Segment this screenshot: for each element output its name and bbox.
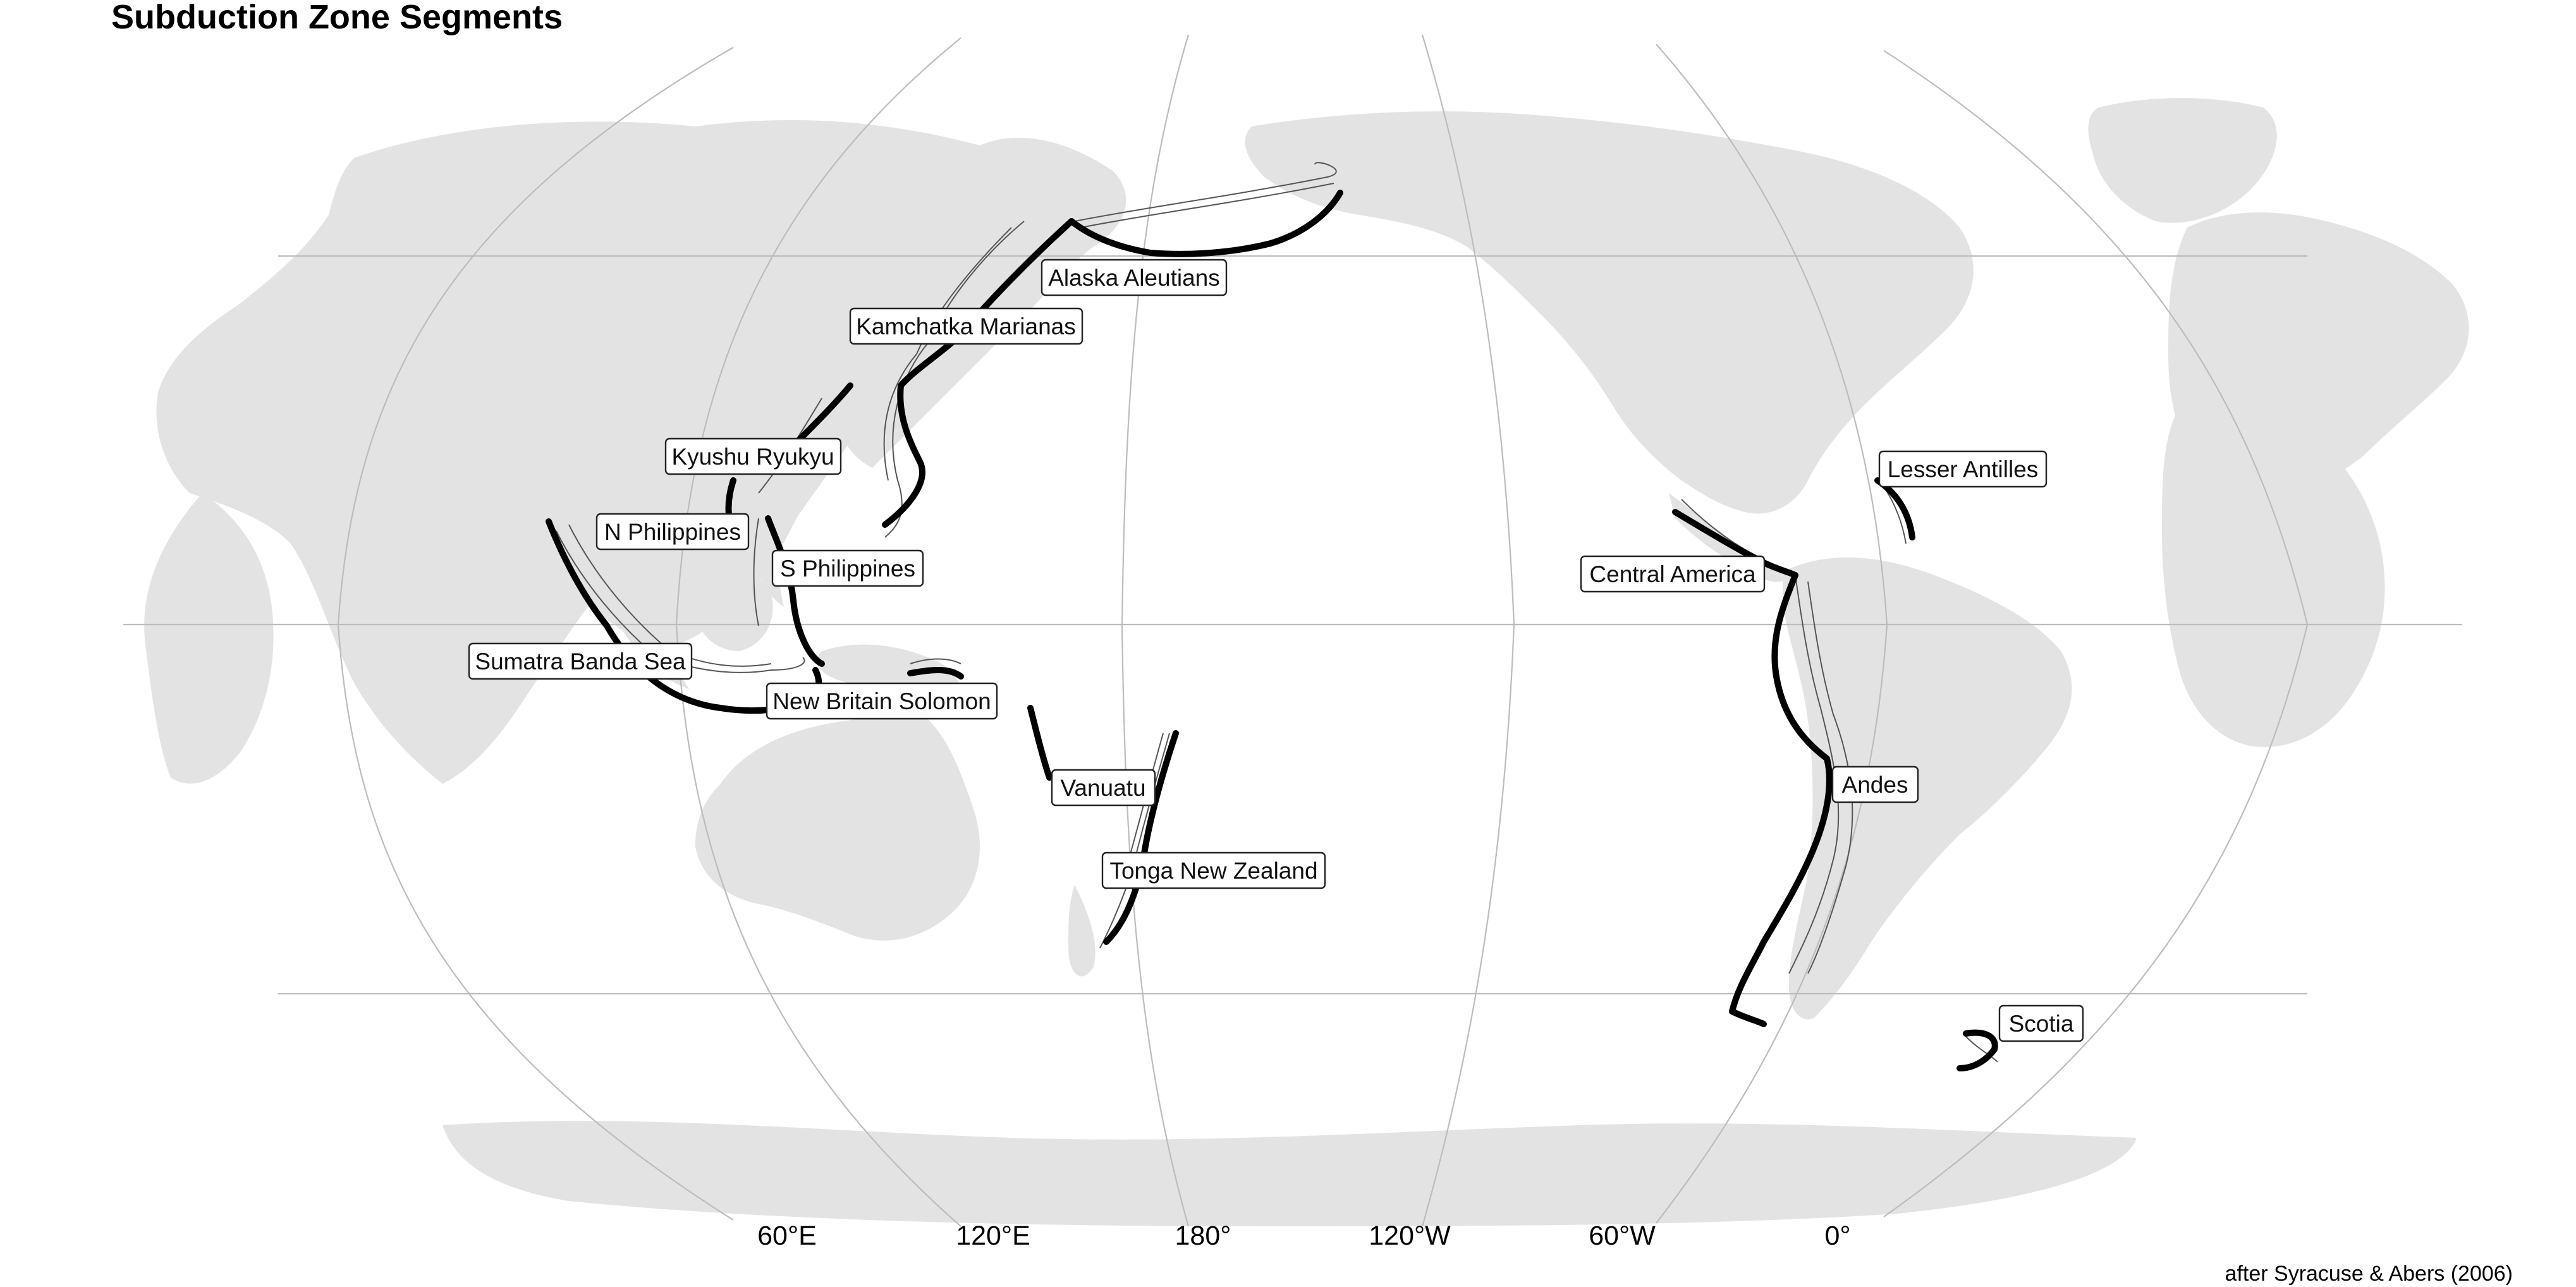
svg-text:Sumatra Banda Sea: Sumatra Banda Sea	[475, 649, 686, 674]
meridian-5	[1656, 44, 1888, 1224]
svg-text:Tonga New Zealand: Tonga New Zealand	[1109, 858, 1317, 884]
longitude-ticks: 60°E 120°E 180° 120°W 60°W 0°	[757, 1221, 1850, 1251]
tick-60e: 60°E	[757, 1221, 817, 1251]
land-eurasia-africa	[156, 120, 1077, 784]
svg-text:N Philippines: N Philippines	[604, 519, 741, 545]
contour-philippines	[753, 518, 759, 626]
tick-60w: 60°W	[1589, 1221, 1656, 1251]
label-scotia: Scotia	[1998, 1004, 2084, 1042]
label-sumatra-banda-sea: Sumatra Banda Sea	[468, 642, 693, 680]
trench-kyushu-ryukyu	[793, 382, 853, 446]
map-title: Subduction Zone Segments	[111, 0, 563, 36]
trench-new-britain-solomon	[907, 667, 964, 680]
land-greenland	[2088, 98, 2277, 223]
land-north-america	[1245, 111, 1974, 514]
meridian-3	[1121, 34, 1190, 1227]
label-s-philippines: S Philippines	[771, 549, 924, 587]
trench-lines	[546, 190, 1998, 1071]
trench-alaska-aleutians	[1068, 190, 1343, 257]
svg-text:New Britain Solomon: New Britain Solomon	[772, 688, 991, 714]
tick-120w: 120°W	[1369, 1221, 1451, 1251]
tick-180: 180°	[1175, 1221, 1231, 1251]
land-antarctica	[443, 1121, 2137, 1226]
land-east-asia	[839, 137, 1126, 468]
label-vanuatu: Vanuatu	[1051, 769, 1156, 807]
svg-text:Scotia: Scotia	[2009, 1011, 2074, 1037]
trench-kamchatka-marianas	[882, 218, 1075, 528]
meridian-6	[1883, 50, 2309, 1217]
label-kamchatka-marianas: Kamchatka Marianas	[849, 307, 1084, 345]
land-australia	[695, 711, 980, 941]
land-africa-east	[2162, 400, 2385, 747]
label-alaska-aleutians: Alaska Aleutians	[1041, 259, 1228, 296]
svg-text:Andes: Andes	[1842, 772, 1908, 798]
source-credit: after Syracuse & Abers (2006)	[2225, 1262, 2513, 1286]
trench-andes	[1729, 572, 1833, 1027]
tick-0: 0°	[1824, 1221, 1850, 1251]
svg-text:Central America: Central America	[1589, 561, 1756, 587]
land-new-zealand	[1068, 885, 1096, 977]
svg-text:Kyushu Ryukyu: Kyushu Ryukyu	[671, 444, 834, 470]
svg-text:Vanuatu: Vanuatu	[1060, 775, 1145, 801]
land-layer	[144, 98, 2469, 1226]
label-central-america: Central America	[1580, 555, 1766, 593]
meridian-4	[1421, 34, 1515, 1227]
svg-text:Lesser Antilles: Lesser Antilles	[1888, 456, 2039, 482]
label-kyushu-ryukyu: Kyushu Ryukyu	[664, 437, 842, 475]
land-africa-south	[144, 493, 274, 784]
land-south-america	[1783, 557, 2072, 1020]
trench-scotia	[1956, 1029, 1998, 1071]
svg-text:Alaska Aleutians: Alaska Aleutians	[1048, 265, 1220, 291]
contour-aleutians-2	[1080, 183, 1334, 228]
label-andes: Andes	[1831, 765, 1919, 803]
contour-new-britain	[910, 658, 961, 664]
trench-vanuatu	[1027, 705, 1053, 781]
trench-lesser-antilles	[1874, 477, 1915, 540]
label-n-philippines: N Philippines	[595, 513, 750, 551]
label-new-britain-solomon: New Britain Solomon	[766, 682, 998, 720]
meridian-2	[675, 37, 961, 1227]
contour-aleutians	[1074, 162, 1337, 222]
svg-text:Kamchatka Marianas: Kamchatka Marianas	[856, 314, 1076, 339]
contour-kamchatka-2	[883, 227, 1012, 481]
meridian-1	[337, 47, 734, 1221]
label-lesser-antilles: Lesser Antilles	[1878, 450, 2048, 488]
trench-s-philippines	[765, 515, 825, 667]
tick-120e: 120°E	[956, 1221, 1030, 1251]
svg-text:S Philippines: S Philippines	[780, 556, 915, 582]
segment-labels: Alaska Aleutians Kamchatka Marianas Kyus…	[468, 259, 2084, 1042]
contour-scotia	[1965, 1036, 1998, 1063]
label-tonga-new-zealand: Tonga New Zealand	[1101, 851, 1326, 889]
